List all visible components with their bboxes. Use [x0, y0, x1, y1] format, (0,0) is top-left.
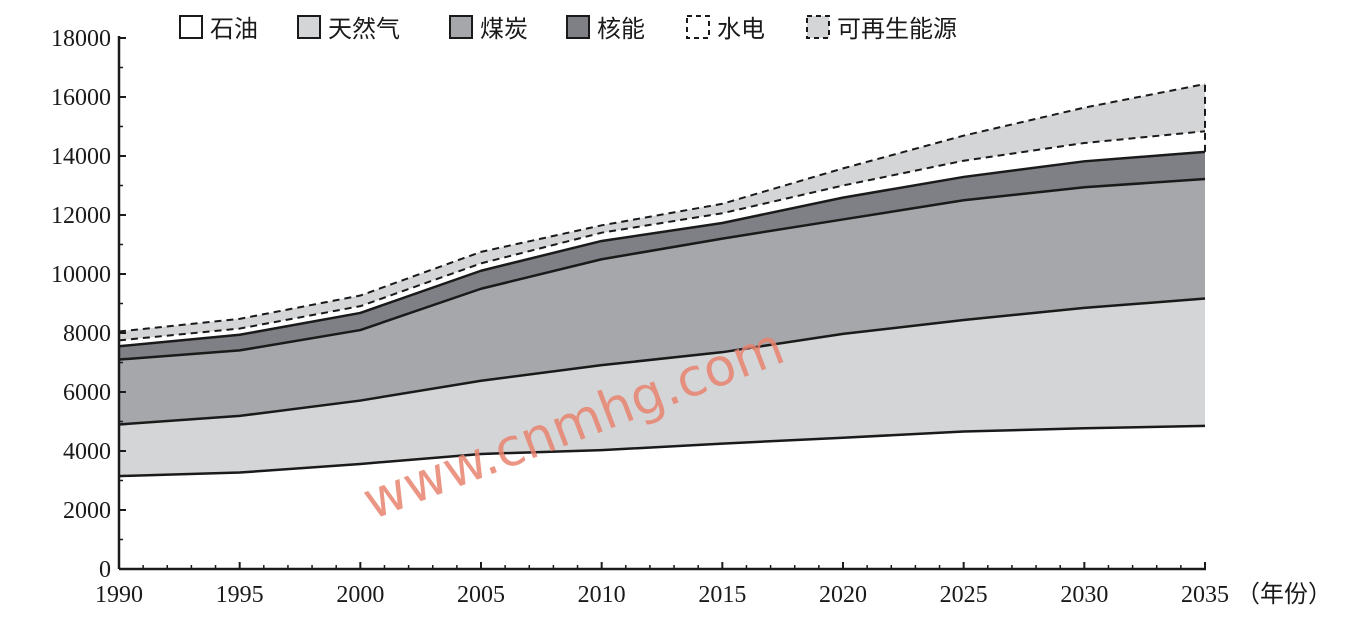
legend-item-4: 核能 — [566, 15, 645, 43]
legend-item-6: 可再生能源 — [806, 15, 957, 43]
y-tick-label-18000: 18000 — [51, 26, 111, 52]
line-series-2 — [118, 297, 1206, 426]
y-tick-label-2000: 2000 — [63, 498, 111, 524]
x-tick-label-2020: 2020 — [819, 582, 867, 608]
x-tick-label-2025: 2025 — [940, 582, 988, 608]
legend-label-5: 水电 — [717, 15, 765, 43]
line-series-3 — [118, 177, 1206, 361]
series-lines — [118, 83, 1206, 478]
x-tick-label-2035: 2035 — [1181, 582, 1229, 608]
y-tick-label-10000: 10000 — [51, 262, 111, 288]
y-tick-label-12000: 12000 — [51, 203, 111, 229]
legend-swatch-1 — [179, 15, 203, 39]
y-tick-label-14000: 14000 — [51, 144, 111, 170]
legend-item-1: 石油 — [179, 15, 258, 43]
x-tick-label-2015: 2015 — [698, 582, 746, 608]
legend-item-5: 水电 — [686, 15, 765, 43]
legend-swatch-4 — [566, 15, 590, 39]
y-tick-label-0: 0 — [99, 557, 111, 583]
legend-swatch-3 — [449, 15, 473, 39]
axes — [117, 36, 1206, 571]
legend-label-6: 可再生能源 — [837, 15, 957, 43]
x-tick-label-2000: 2000 — [336, 582, 384, 608]
line-series-4 — [118, 150, 1206, 348]
line-series-6 — [118, 83, 1206, 333]
y-tick-label-6000: 6000 — [63, 380, 111, 406]
line-series-1 — [118, 424, 1206, 478]
legend-label-2: 天然气 — [328, 15, 400, 43]
line-series-5 — [118, 130, 1206, 342]
x-axis-unit-label: （年份） — [1236, 580, 1332, 608]
area-series-2 — [119, 298, 1205, 477]
x-tick-label-2005: 2005 — [457, 582, 505, 608]
legend-swatch-2 — [297, 15, 321, 39]
y-axis-title: （百万吨石油当量） — [0, 14, 8, 42]
legend-label-3: 煤炭 — [480, 15, 528, 43]
tick-labels: 0 2000 4000 6000 8000 10000 12000 14000 16000 180… — [51, 26, 1229, 608]
legend-label-4: 核能 — [597, 15, 645, 43]
legend-item-3: 煤炭 — [449, 15, 528, 43]
legend: 石油 天然气 煤炭 核能 水电 可再生能源 — [179, 15, 957, 43]
x-tick-label-1990: 1990 — [95, 582, 143, 608]
area-series-5 — [119, 131, 1205, 347]
area-series-3 — [119, 179, 1205, 425]
legend-label-1: 石油 — [210, 15, 258, 43]
area-series-6 — [119, 84, 1205, 341]
x-tick-label-2010: 2010 — [578, 582, 626, 608]
x-tick-label-1995: 1995 — [216, 582, 264, 608]
legend-swatch-5 — [686, 15, 710, 39]
y-axis-label: （百万吨石油当量） — [0, 14, 8, 42]
y-tick-label-4000: 4000 — [63, 439, 111, 465]
legend-item-2: 天然气 — [297, 15, 400, 43]
y-tick-label-16000: 16000 — [51, 85, 111, 111]
y-tick-label-8000: 8000 — [63, 321, 111, 347]
x-tick-label-2030: 2030 — [1060, 582, 1108, 608]
legend-swatch-6 — [806, 15, 830, 39]
